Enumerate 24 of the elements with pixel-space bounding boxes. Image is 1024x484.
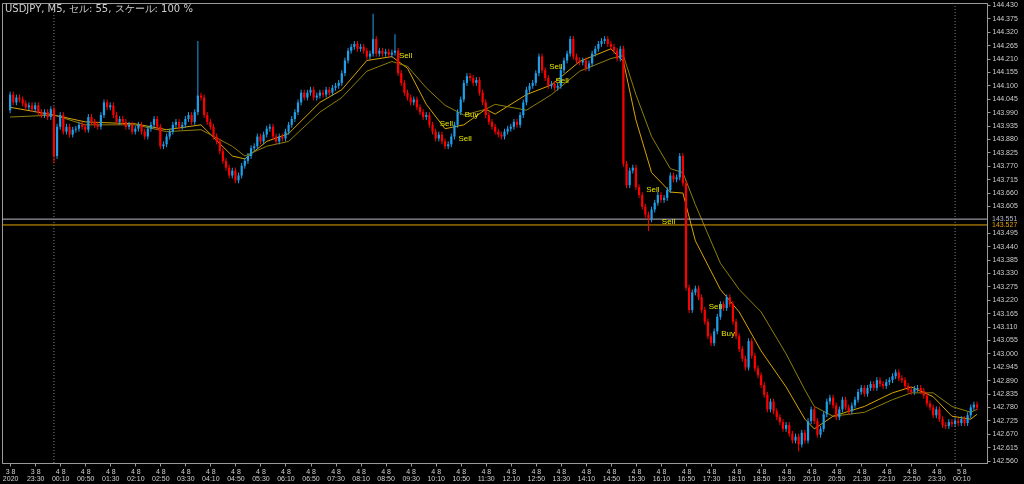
candlestick xyxy=(659,191,663,204)
candlestick xyxy=(174,118,178,129)
annotation: Sell xyxy=(646,185,660,195)
candlestick xyxy=(468,72,472,82)
candlestick xyxy=(371,13,375,58)
candlestick xyxy=(662,194,666,204)
annotation: Sell xyxy=(661,216,676,226)
candlestick xyxy=(572,35,575,61)
candlestick xyxy=(321,89,325,99)
candlestick xyxy=(781,418,785,433)
annotation: Buy xyxy=(721,329,736,339)
annotation: Sell xyxy=(439,119,454,129)
candlestick xyxy=(124,118,127,131)
candlestick xyxy=(903,376,907,390)
candlestick xyxy=(515,118,519,129)
candlestick xyxy=(81,121,84,131)
chart-title: USDJPY, M5, セル: 55, スケール: 100 % xyxy=(5,2,193,14)
candlestick xyxy=(127,121,131,131)
annotation: Sell xyxy=(549,62,563,72)
annotation: Sell xyxy=(399,51,413,61)
candlestick xyxy=(609,40,612,51)
candlestick xyxy=(393,33,397,57)
candlestick xyxy=(691,289,694,314)
annotation: Sell xyxy=(458,134,473,144)
